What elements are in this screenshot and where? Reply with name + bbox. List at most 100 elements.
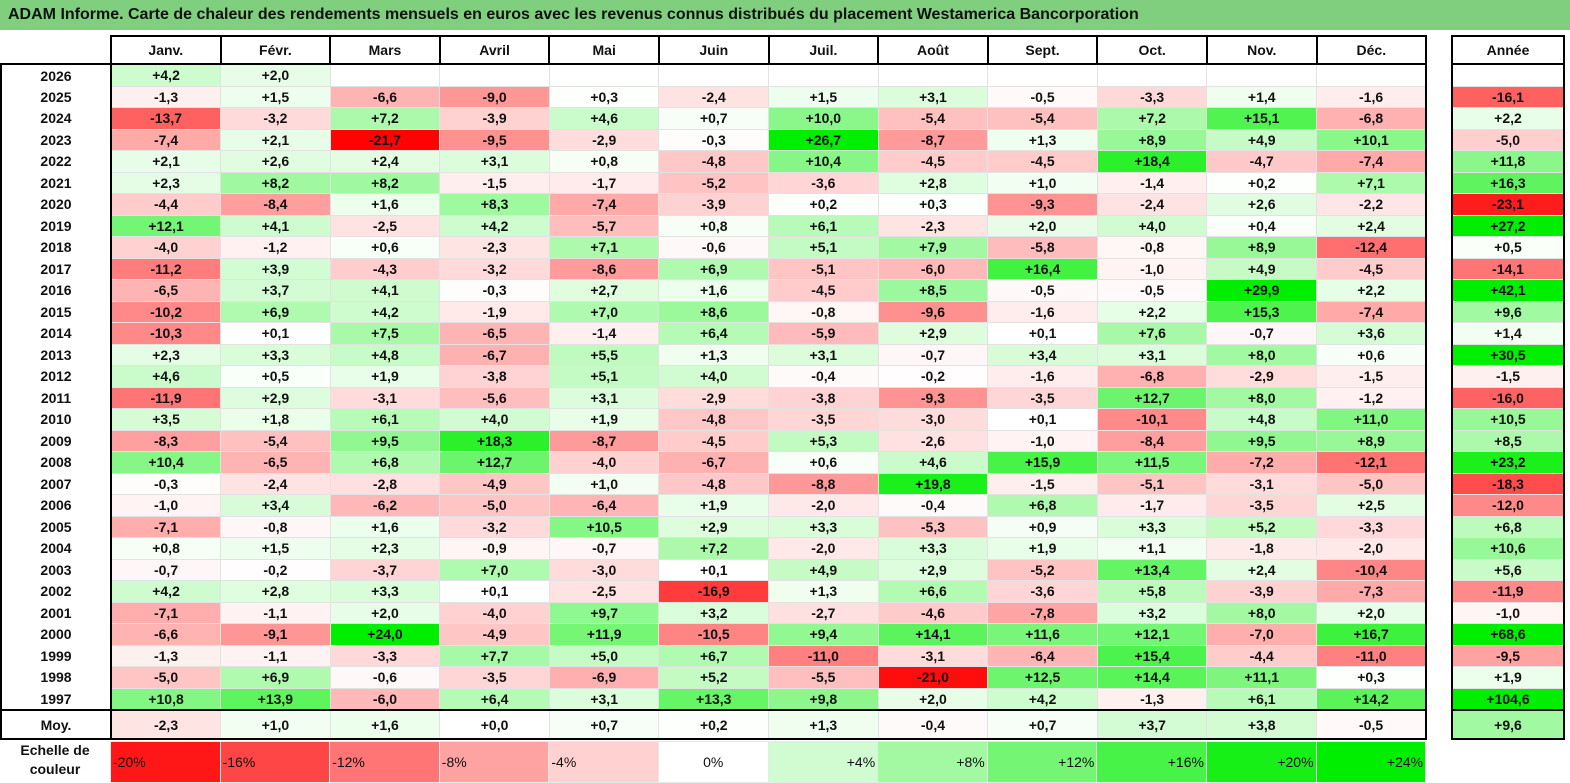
heatmap-cell: -5,9 bbox=[768, 322, 879, 345]
heatmap-cell: -1,9 bbox=[439, 300, 550, 323]
heatmap-cell: -4,0 bbox=[548, 451, 660, 474]
heatmap-cell: +7,2 bbox=[658, 537, 770, 560]
month-header: Févr. bbox=[219, 35, 332, 65]
heatmap-cell: +1,6 bbox=[329, 193, 441, 216]
heatmap-cell: +10,0 bbox=[768, 107, 879, 130]
heatmap-cell: +9,4 bbox=[768, 623, 879, 646]
table-row: +27,2 bbox=[1451, 214, 1565, 237]
color-scale-swatch: -12% bbox=[329, 741, 440, 783]
heatmap-cell: +13,9 bbox=[220, 687, 331, 711]
heatmap-cell: -16,9 bbox=[658, 580, 770, 603]
heatmap-cell: +4,1 bbox=[329, 279, 441, 302]
month-header: Avril bbox=[438, 35, 551, 65]
year-label: 2006 bbox=[0, 494, 112, 516]
annual-cell: -12,0 bbox=[1451, 494, 1565, 516]
table-row: +104,6 bbox=[1451, 687, 1565, 711]
table-row: +10,5 bbox=[1451, 408, 1565, 430]
heatmap-cell: -1,5 bbox=[1316, 365, 1428, 388]
table-row: 2011 -11,9 +2,9 -3,1 -5,6 +3,1 -2,9 -3,8 -9,3 -3,… bbox=[0, 386, 1428, 409]
heatmap-cell: -21,7 bbox=[329, 128, 441, 151]
heatmap-cell: +2,0 bbox=[987, 214, 1098, 237]
heatmap-cell: -3,2 bbox=[439, 257, 550, 280]
heatmap-cell: +15,4 bbox=[1096, 644, 1208, 667]
heatmap-cell: +8,9 bbox=[1206, 236, 1318, 259]
heatmap-cell: +0,5 bbox=[220, 365, 331, 388]
heatmap-cell: +2,1 bbox=[220, 128, 331, 151]
annual-cell: +6,8 bbox=[1451, 515, 1565, 538]
heatmap-cell: +0,3 bbox=[877, 193, 989, 216]
heatmap-cell: -4,5 bbox=[877, 150, 989, 173]
month-header: Janv. bbox=[110, 35, 222, 65]
heatmap-cell: -3,7 bbox=[329, 558, 441, 581]
heatmap-cell: -0,6 bbox=[329, 666, 441, 689]
table-row: +23,2 bbox=[1451, 451, 1565, 473]
heatmap-cell: -7,2 bbox=[1206, 451, 1318, 474]
year-label: 2024 bbox=[0, 107, 112, 129]
heatmap-cell: +2,0 bbox=[877, 687, 989, 711]
table-row: 2019 +12,1 +4,1 -2,5 +4,2 -5,7 +0,8 +6,1 -2,3 +2,… bbox=[0, 214, 1428, 237]
heatmap-cell: -0,5 bbox=[987, 85, 1098, 108]
annual-cell: -1,0 bbox=[1451, 601, 1565, 624]
heatmap-cell: -4,5 bbox=[658, 429, 770, 452]
heatmap-cell: +2,6 bbox=[220, 150, 331, 173]
heatmap-cell: +16,7 bbox=[1316, 623, 1428, 646]
annual-header: Année bbox=[1451, 35, 1565, 65]
heatmap-cell: +2,4 bbox=[1206, 558, 1318, 581]
heatmap-cell: -5,4 bbox=[877, 107, 989, 130]
heatmap-cell: -3,9 bbox=[658, 193, 770, 216]
heatmap-cell: +6,1 bbox=[1206, 687, 1318, 711]
annual-cell: +27,2 bbox=[1451, 214, 1565, 237]
heatmap-cell: -2,6 bbox=[877, 429, 989, 452]
annual-cell: +104,6 bbox=[1451, 687, 1565, 711]
heatmap-cell: +3,4 bbox=[987, 343, 1098, 366]
annual-cell: +8,5 bbox=[1451, 429, 1565, 452]
average-cell: +0,7 bbox=[548, 709, 660, 740]
heatmap-cell: -4,3 bbox=[329, 257, 441, 280]
heatmap-cell: +14,4 bbox=[1096, 666, 1208, 689]
heatmap-cell: +10,4 bbox=[110, 451, 222, 474]
heatmap-cell: +11,9 bbox=[548, 623, 660, 646]
year-label: 2015 bbox=[0, 301, 112, 323]
heatmap-cell: -1,5 bbox=[987, 472, 1098, 495]
heatmap-cell: +6,1 bbox=[329, 408, 441, 431]
heatmap-cell: +3,1 bbox=[548, 687, 660, 711]
month-header: Juil. bbox=[767, 35, 880, 65]
average-cell: +0,2 bbox=[658, 709, 770, 740]
heatmap-cell: +6,9 bbox=[220, 300, 331, 323]
heatmap-cell: +2,5 bbox=[1316, 494, 1428, 517]
heatmap-cell: -11,0 bbox=[1316, 644, 1428, 667]
heatmap-cell: +26,7 bbox=[768, 128, 879, 151]
table-row: 1997 +10,8 +13,9 -6,0 +6,4 +3,1 +13,3 +9,8 +2,0 +… bbox=[0, 687, 1428, 711]
heatmap-cell: +1,9 bbox=[329, 365, 441, 388]
heatmap-cell: -5,0 bbox=[439, 494, 550, 517]
table-row: -18,3 bbox=[1451, 472, 1565, 495]
heatmap-cell: -4,4 bbox=[1206, 644, 1318, 667]
table-row: -11,9 bbox=[1451, 580, 1565, 602]
heatmap-cell: -0,5 bbox=[987, 279, 1098, 302]
heatmap-cell: +2,2 bbox=[1096, 300, 1208, 323]
heatmap-cell: -1,8 bbox=[1206, 537, 1318, 560]
heatmap-cell: -1,4 bbox=[548, 322, 660, 345]
heatmap-cell: +6,9 bbox=[220, 666, 331, 689]
heatmap-cell: +7,0 bbox=[439, 558, 550, 581]
heatmap-cell: -4,8 bbox=[658, 150, 770, 173]
table-row: 2000 -6,6 -9,1 +24,0 -4,9 +11,9 -10,5 +9,4 +14,1… bbox=[0, 623, 1428, 646]
table-row: 2017 -11,2 +3,9 -4,3 -3,2 -8,6 +6,9 -5,1 -6,0 +16… bbox=[0, 257, 1428, 280]
heatmap-cell: +1,3 bbox=[768, 580, 879, 603]
heatmap-cell: -6,9 bbox=[548, 666, 660, 689]
annual-cell: +42,1 bbox=[1451, 279, 1565, 301]
heatmap-cell: +0,6 bbox=[768, 451, 879, 474]
heatmap-cell: -7,1 bbox=[110, 515, 222, 538]
year-label: 2014 bbox=[0, 322, 112, 344]
heatmap-cell: +4,9 bbox=[1206, 128, 1318, 151]
heatmap-cell: +0,1 bbox=[658, 558, 770, 581]
heatmap-cell: -3,5 bbox=[1206, 494, 1318, 517]
heatmap-cell: -9,5 bbox=[439, 128, 550, 151]
annual-returns-column: Année -16,1 +2,2 -5,0 +11,8 +16,3 -23,1 +27,2 +… bbox=[1451, 35, 1565, 740]
table-row: 2006 -1,0 +3,4 -6,2 -5,0 -6,4 +1,9 -2,0 -0,4 +6,8… bbox=[0, 494, 1428, 517]
annual-cell: +2,2 bbox=[1451, 107, 1565, 129]
average-cell: +1,6 bbox=[329, 709, 441, 740]
color-scale-swatch: -4% bbox=[548, 741, 659, 783]
heatmap-cell: +6,9 bbox=[658, 257, 770, 280]
table-row: 2010 +3,5 +1,8 +6,1 +4,0 +1,9 -4,8 -3,5 -3,0 +0,1… bbox=[0, 408, 1428, 431]
